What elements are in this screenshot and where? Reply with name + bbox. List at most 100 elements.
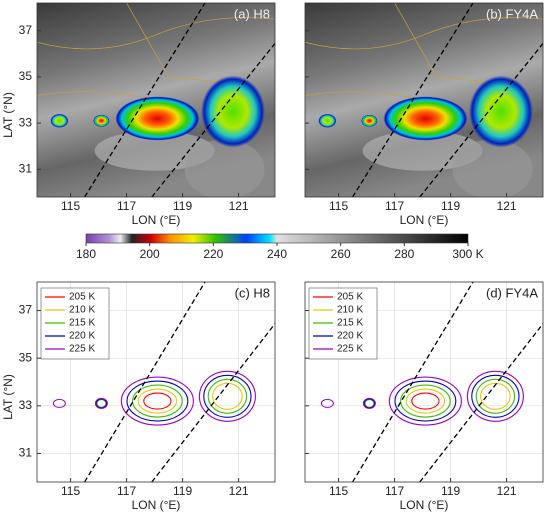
y-tick-label: 37: [19, 303, 33, 317]
x-tick-label: 117: [385, 199, 404, 213]
legend-label: 220 K: [69, 331, 95, 342]
legend-label: 225 K: [337, 344, 363, 355]
legend-label: 210 K: [69, 305, 95, 316]
contour: [137, 388, 178, 414]
legend-label: 210 K: [337, 305, 363, 316]
contour: [95, 398, 108, 409]
plot-frame: [304, 2, 544, 198]
panel-title: (d) FY4A: [486, 285, 538, 300]
plot-frame: [304, 281, 544, 483]
legend-label: 205 K: [337, 292, 363, 303]
legend-label: 225 K: [69, 344, 95, 355]
x-tick-label: 119: [441, 484, 460, 498]
x-tick-label: 115: [61, 484, 80, 498]
contour: [363, 398, 376, 409]
legend-label: 215 K: [69, 318, 95, 329]
x-tick-label: 115: [329, 199, 348, 213]
x-axis-label: LON (°E): [400, 498, 449, 512]
storm: [93, 114, 110, 127]
colorbar: [85, 233, 469, 244]
y-axis-label: LAT (°N): [1, 92, 15, 138]
border-line: [37, 3, 275, 101]
panel-title: (a) H8: [234, 6, 270, 21]
contour: [466, 370, 524, 422]
panel-title: (c) H8: [235, 285, 270, 300]
contour: [394, 380, 457, 422]
plot-area: [37, 3, 275, 197]
y-tick-label: 35: [19, 69, 33, 83]
contour: [120, 376, 194, 426]
cloud: [362, 130, 483, 171]
x-tick-label: 121: [229, 484, 249, 498]
dashed-line: [84, 282, 206, 482]
x-tick-label: 117: [385, 484, 404, 498]
contour: [126, 380, 189, 422]
contour: [96, 399, 107, 408]
cloud: [452, 139, 533, 197]
storm: [469, 75, 533, 148]
colorbar-tick-label: 240: [267, 247, 287, 261]
contour: [388, 376, 462, 426]
panel-title: (b) FY4A: [486, 6, 538, 21]
x-tick-label: 121: [497, 199, 517, 213]
x-tick-label: 117: [117, 199, 136, 213]
y-axis-label: LAT (°N): [1, 374, 15, 420]
contour: [471, 374, 520, 418]
contour: [198, 370, 256, 422]
contour: [52, 398, 66, 408]
dashed-line: [419, 322, 543, 482]
x-tick-label: 117: [117, 484, 136, 498]
storm: [201, 75, 265, 148]
y-tick-label: 35: [19, 350, 33, 364]
x-tick-label: 121: [229, 199, 249, 213]
storm: [361, 114, 378, 127]
legend-label: 215 K: [337, 318, 363, 329]
colorbar-tick-label: 180: [76, 247, 96, 261]
contour: [475, 378, 516, 414]
y-tick-label: 33: [19, 115, 33, 129]
contour: [405, 388, 446, 414]
dashed-line: [352, 282, 474, 482]
dashed-line: [151, 322, 275, 482]
contour: [480, 382, 511, 410]
colorbar-tick-label: 220: [203, 247, 223, 261]
dashed-line: [151, 42, 275, 197]
legend-label: 220 K: [337, 331, 363, 342]
plot-frame: [36, 281, 276, 483]
cloud: [94, 130, 215, 171]
border-line: [305, 3, 543, 101]
dashed-line: [352, 3, 474, 197]
dashed-line: [419, 42, 543, 197]
contour: [132, 384, 183, 418]
storm: [383, 96, 468, 141]
x-axis-label: LON (°E): [132, 498, 181, 512]
storm: [115, 96, 200, 141]
contour: [207, 378, 248, 414]
y-tick-label: 31: [19, 446, 33, 460]
colorbar-tick-label: 200: [140, 247, 160, 261]
colorbar-tick-label: 280: [394, 247, 414, 261]
x-tick-label: 121: [497, 484, 517, 498]
x-tick-label: 119: [173, 484, 192, 498]
x-axis-label: LON (°E): [132, 213, 181, 227]
storm: [318, 113, 337, 128]
plot-frame: [36, 2, 276, 198]
plot-area: [305, 3, 543, 197]
x-tick-label: 115: [329, 484, 348, 498]
contour: [143, 392, 172, 410]
contour: [212, 382, 243, 410]
contour: [203, 374, 252, 418]
contour: [94, 397, 108, 409]
x-tick-label: 119: [441, 199, 460, 213]
contour: [364, 399, 375, 408]
y-tick-label: 33: [19, 398, 33, 412]
storm: [50, 113, 69, 128]
x-tick-label: 115: [61, 199, 80, 213]
contour: [411, 392, 440, 410]
y-tick-label: 37: [19, 23, 33, 37]
colorbar-tick-label: 300 K: [452, 247, 483, 261]
contour: [362, 397, 376, 409]
x-axis-label: LON (°E): [400, 213, 449, 227]
y-tick-label: 31: [19, 161, 33, 175]
